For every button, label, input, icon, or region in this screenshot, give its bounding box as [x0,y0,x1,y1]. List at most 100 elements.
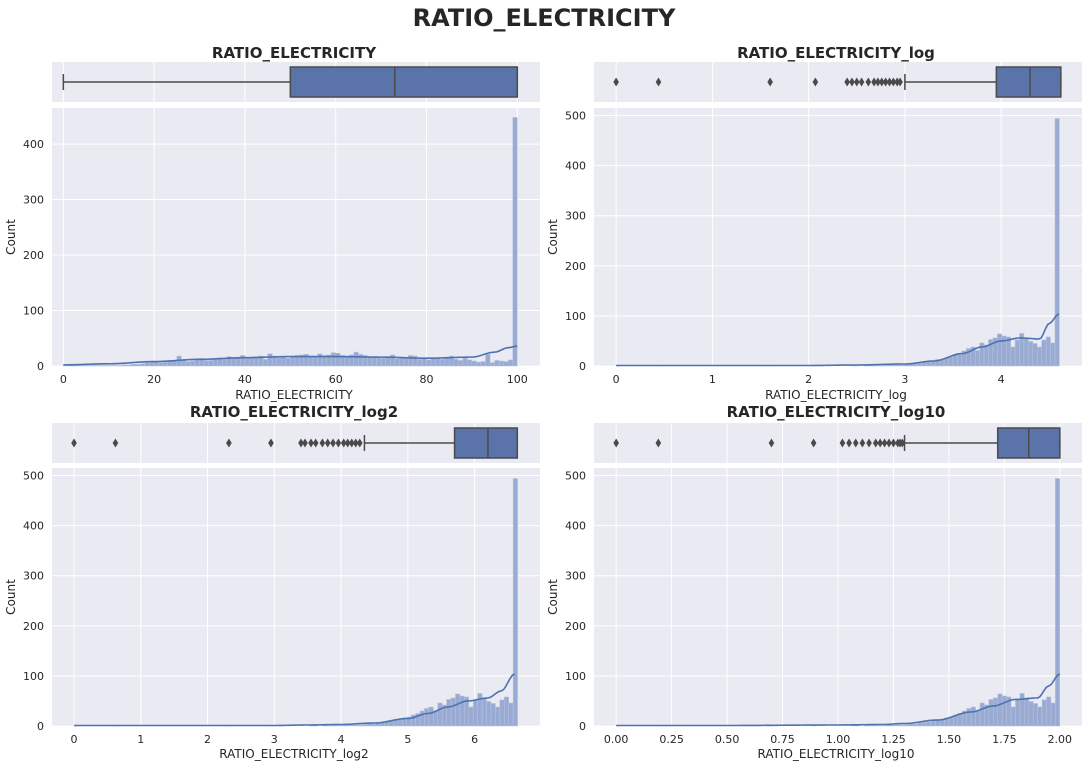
histogram-bar [394,358,400,367]
histogram-bar [353,724,359,727]
histogram-bar [913,723,919,727]
subplot-title: RATIO_ELECTRICITY [212,44,377,62]
histogram-bar [495,706,501,727]
y-tick-label: 100 [565,310,586,323]
histogram-bar [348,724,354,727]
x-tick-label: 0.00 [604,733,629,746]
histogram-bar [450,697,456,727]
histogram-bar [872,365,878,367]
histogram-bar [185,361,191,367]
histogram-bar [868,725,874,727]
x-tick-label: 4 [338,733,345,746]
outlier-marker [308,438,314,448]
outlier-marker [886,438,892,448]
histogram-bar [1032,703,1038,727]
x-tick-label: 1 [137,733,144,746]
x-axis-label: RATIO_ELECTRICITY_log2 [219,747,368,761]
x-tick-label: 4 [998,373,1005,386]
y-axis-label: Count [546,219,560,255]
outlier-marker [319,438,326,448]
histogram-bar [904,724,910,727]
outlier-marker [767,77,773,87]
y-tick-label: 400 [23,520,44,533]
histogram-bar [993,697,998,727]
histogram-bar [312,356,318,367]
histogram-bar [498,360,504,367]
histogram-bar [426,359,432,367]
histogram-panel [52,468,540,726]
histogram-bar [362,724,368,727]
histogram-panel [52,108,540,366]
outlier-marker [894,77,900,87]
histogram-bar [459,695,465,727]
outlier-marker [655,77,662,87]
histogram-bar [1037,706,1043,727]
histogram-bar [190,360,196,367]
x-tick-label: 0 [613,373,620,386]
outlier-marker [335,438,342,448]
outlier-marker [859,438,866,448]
histogram-bar [1046,696,1052,727]
histogram-bar [326,725,332,727]
box-iqr [995,66,1062,98]
histogram-bar [397,719,403,727]
x-tick-label: 1.25 [881,733,906,746]
outlier-marker [226,438,232,448]
histogram-bar [926,721,932,727]
histogram-bar [403,357,409,367]
histogram-bar [948,356,954,367]
histogram-bar [890,364,896,367]
chart-3: RATIO_ELECTRICITY_log2 0 1 2 3 4 5 6 0 100 200 300 4… [4,403,540,761]
y-axis-label: Count [546,579,560,615]
outlier-marker [768,438,775,448]
histogram-bar [417,359,423,367]
x-tick-label: 0 [60,373,67,386]
histogram-bar [357,724,363,727]
histogram-bar [1054,118,1060,367]
histogram-bar [330,352,336,367]
histogram-bar [1050,342,1056,367]
histogram-bar [331,725,336,727]
histogram-bar [1010,706,1016,727]
histogram-bar [952,354,958,367]
y-tick-label: 300 [565,210,586,223]
histogram-bar [231,357,237,367]
x-tick-label: 2.00 [1048,733,1073,746]
histogram-bar [208,360,214,367]
outlier-marker [324,438,331,448]
y-tick-label: 500 [565,110,586,123]
boxplot [52,423,540,463]
histogram-bar [203,360,209,367]
histogram-bar [957,353,963,367]
subplot-title: RATIO_ELECTRICITY_log2 [190,403,398,421]
subplot-title: RATIO_ELECTRICITY_log [737,44,935,62]
outlier-marker [302,438,308,448]
histogram-bar [471,360,477,367]
histogram-bar [144,362,150,367]
outlier-marker [268,438,274,448]
histogram-bar [437,702,443,727]
outlier-marker [810,438,817,448]
histogram-bar [458,360,464,367]
histogram-bar [1028,701,1034,727]
histogram-bar [221,359,228,367]
outlier-marker [613,77,619,87]
histogram-bar [370,723,376,727]
outlier-marker [881,438,888,448]
y-tick-label: 100 [23,670,44,683]
histogram-bar [367,356,373,367]
kde-line [616,673,1061,727]
x-tick-label: 2 [204,733,211,746]
histogram-bar [507,359,514,367]
outlier-marker [846,438,852,448]
histogram-bar [1050,702,1056,727]
outlier-marker [344,438,351,448]
y-tick-label: 400 [565,160,586,173]
x-tick-label: 60 [329,373,343,386]
y-tick-label: 300 [565,570,586,583]
outlier-marker [858,77,865,87]
histogram-bar [970,706,976,727]
histogram-bar [1041,339,1047,367]
histogram-bar [939,719,945,727]
